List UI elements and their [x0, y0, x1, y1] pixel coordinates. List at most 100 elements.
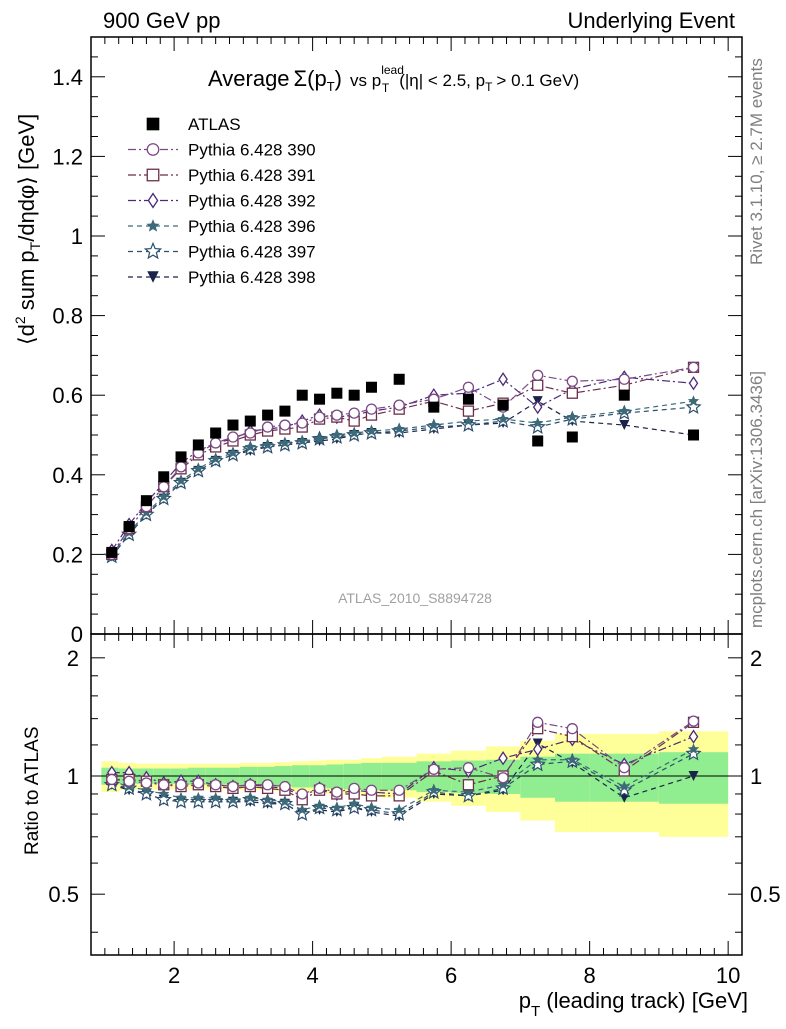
legend-marker-p396 [146, 219, 160, 232]
ratio-y-tick-label-right: 0.5 [750, 882, 781, 907]
point-p390 [331, 409, 343, 421]
point-p390 [566, 375, 578, 387]
ratio-point-p391 [462, 779, 475, 791]
point-p390 [244, 427, 256, 439]
point-p390 [393, 399, 405, 411]
point-atlas [688, 429, 700, 441]
point-p396 [331, 429, 343, 440]
legend-marker-p398 [147, 271, 159, 283]
ratio-point-p390 [348, 782, 360, 795]
ratio-point-p396 [210, 791, 222, 803]
point-atlas [428, 401, 440, 413]
point-atlas [140, 495, 152, 507]
point-p396 [566, 411, 578, 422]
point-p390 [279, 419, 291, 431]
point-p390 [175, 461, 187, 473]
ratio-point-p390 [331, 786, 343, 798]
point-p391 [532, 379, 544, 391]
point-p396 [393, 423, 405, 434]
point-atlas [618, 389, 630, 401]
series-line-p396 [111, 400, 694, 555]
point-atlas [106, 546, 118, 558]
ratio-point-p390 [123, 775, 135, 787]
rivet-label: Rivet 3.1.10, ≥ 2.7M events [747, 58, 766, 265]
ratio-point-p396 [532, 753, 544, 765]
point-p391 [462, 405, 475, 417]
ratio-panel: 2 4 6 8 10 0.5 0.5 1 1 2 2 [48, 633, 781, 988]
y-tick-label: 1 [71, 224, 83, 249]
point-p396 [279, 437, 291, 448]
point-p397 [460, 416, 477, 432]
point-p392 [688, 376, 699, 391]
point-p397 [685, 398, 702, 415]
point-atlas [158, 471, 170, 483]
title-cuts-sub: T [485, 80, 493, 94]
ylabel-part-2: 2 [12, 316, 28, 324]
point-p396 [532, 417, 544, 428]
point-p390 [227, 431, 239, 443]
point-atlas [314, 393, 326, 405]
point-p396 [296, 435, 308, 446]
legend-marker-p390 [146, 143, 160, 156]
point-p390 [462, 381, 475, 393]
ratio-point-p396 [261, 793, 274, 805]
ratio-point-p390 [227, 780, 239, 793]
legend-label-p397: Pythia 6.428 397 [188, 243, 316, 262]
ratio-point-p390 [192, 777, 204, 789]
ratio-point-p397 [138, 785, 155, 801]
point-p390 [210, 437, 222, 449]
point-p391 [566, 387, 578, 399]
point-p392 [532, 399, 543, 415]
ratio-point-p390 [140, 777, 153, 789]
y-tick-label: 1.2 [52, 144, 83, 169]
point-atlas [296, 389, 308, 401]
ratio-y-tick-label: 1 [67, 764, 79, 789]
ratio-point-p390 [158, 779, 170, 791]
point-atlas [210, 427, 222, 439]
ratio-point-p396 [566, 753, 578, 765]
x-tick-label: 6 [445, 963, 457, 988]
main-ylabel: ⟨d2 sum pT/dηdφ⟩ [GeV] [12, 114, 43, 345]
ratio-y-tick-label: 0.5 [48, 882, 79, 907]
point-atlas [279, 405, 291, 417]
ratio-point-p390 [462, 762, 475, 774]
point-atlas [262, 409, 274, 421]
point-p396 [227, 446, 239, 458]
ratio-point-p396 [365, 801, 378, 813]
title-close: ) [335, 66, 342, 91]
point-p396 [313, 433, 326, 444]
y-tick-label: 0.6 [52, 383, 83, 408]
ratio-y-tick-label-right: 2 [750, 646, 762, 671]
ratio-point-p397 [207, 793, 224, 809]
legend-label-atlas: ATLAS [188, 115, 241, 134]
point-p396 [244, 440, 256, 452]
y-tick-label: 0 [71, 622, 83, 647]
xlabel-rest: (leading track) [GeV] [540, 988, 748, 1013]
main-panel: 0 0.2 0.4 0.6 0.8 1 1.2 1.4 ATLAS Pythia 6.428 39… [52, 36, 743, 647]
ratio-point-p390 [532, 716, 544, 728]
point-p396 [618, 405, 630, 416]
ratio-point-p390 [175, 779, 187, 791]
point-p390 [348, 407, 360, 419]
ratio-point-p390 [313, 782, 326, 795]
legend-label-p398: Pythia 6.428 398 [188, 268, 316, 287]
ratio-line-p398 [111, 742, 694, 817]
point-p396 [158, 490, 170, 502]
ratio-point-p390 [618, 762, 630, 774]
ratio-point-p397 [190, 793, 207, 809]
legend: ATLAS Pythia 6.428 390 Pythia 6.428 391 Pyt… [128, 115, 316, 287]
ratio-point-p390 [365, 784, 378, 796]
legend-marker-atlas [146, 117, 160, 131]
point-atlas [393, 373, 405, 385]
point-atlas [348, 389, 360, 401]
point-atlas [123, 521, 135, 533]
ratio-point-p397 [529, 755, 546, 772]
series-line-p390 [111, 366, 694, 555]
series-line-p398 [111, 400, 694, 557]
point-p396 [428, 419, 440, 430]
x-tick-label: 10 [716, 963, 740, 988]
point-atlas [175, 451, 187, 463]
y-tick-label: 0.4 [52, 463, 83, 488]
xlabel-t: T [531, 1003, 540, 1020]
point-p397 [529, 418, 546, 434]
